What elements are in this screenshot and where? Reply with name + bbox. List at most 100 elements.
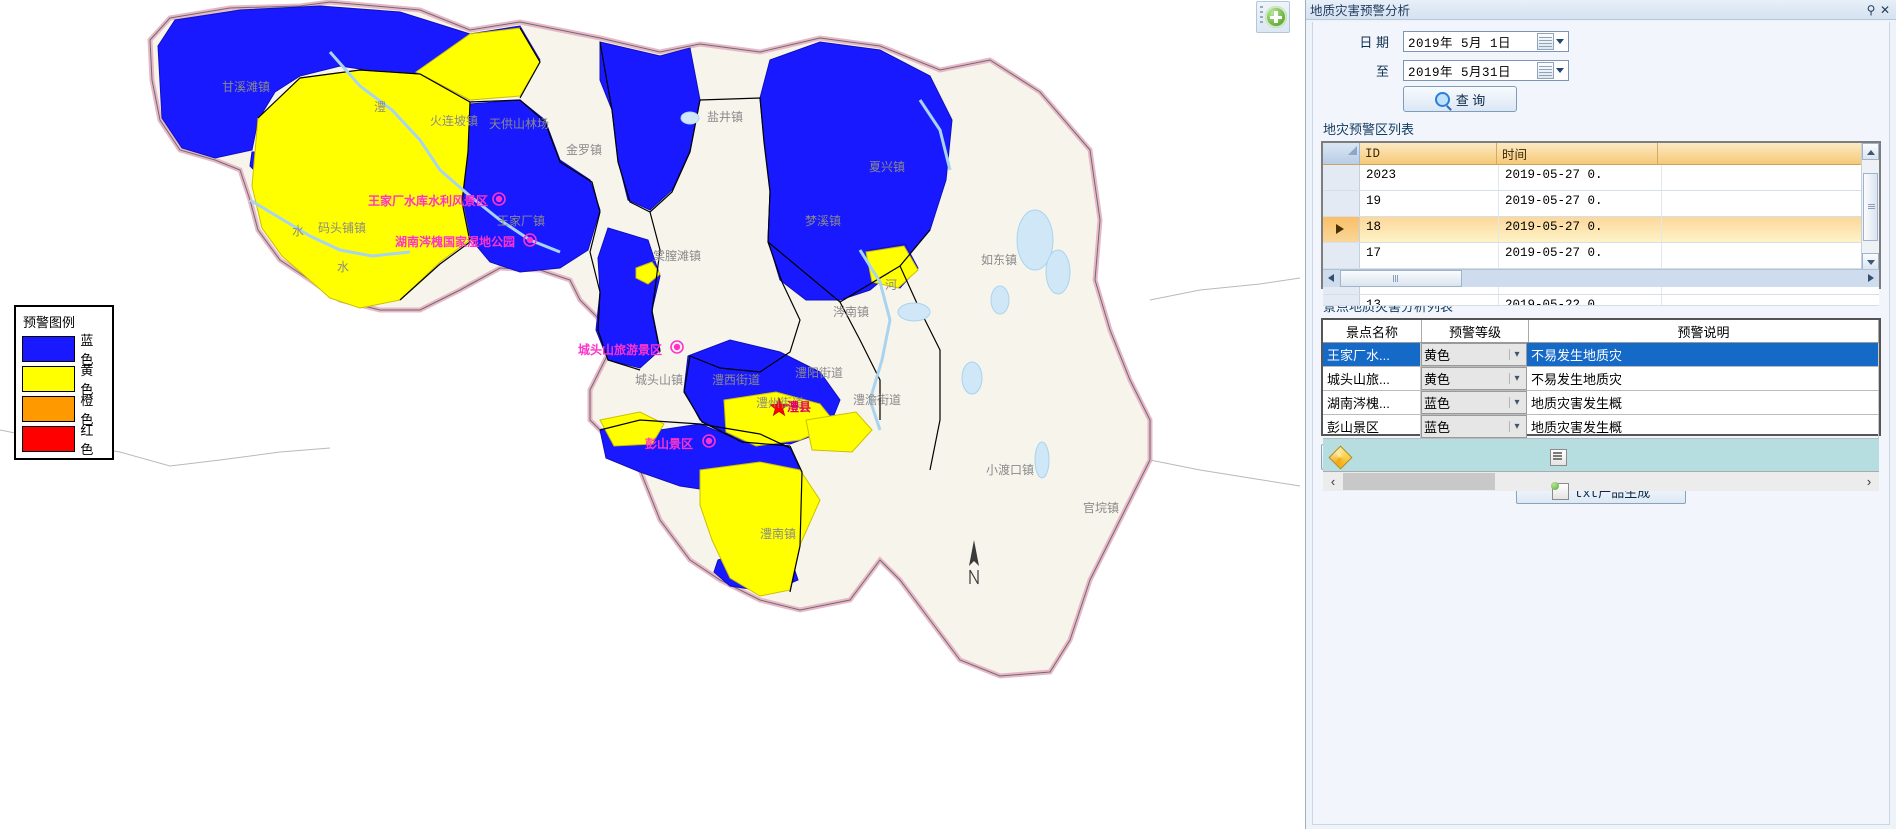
scroll-right-arrow-icon[interactable]: › [1866, 474, 1872, 489]
row-selector[interactable] [1323, 243, 1360, 268]
word-doc-icon [1550, 448, 1567, 466]
cell-warn-level[interactable]: 黄色 ▾ [1421, 343, 1527, 366]
table-row[interactable]: 湖南涔槐... 蓝色 ▾ 地质灾害发生概 [1323, 391, 1879, 415]
scroll-left-arrow-icon[interactable]: ‹ [1330, 474, 1336, 489]
map-town-label: 小渡口镇 [986, 463, 1035, 477]
horizontal-scroll-thumb[interactable] [1343, 473, 1495, 490]
cell-id: 17 [1360, 243, 1499, 268]
horizontal-scrollbar[interactable]: ‹ › [1323, 471, 1879, 491]
horizontal-scroll-thumb[interactable] [1340, 270, 1462, 287]
cell-scenic-name: 彭山景区 [1323, 415, 1421, 438]
scenic-label-pengshan[interactable]: 彭山景区 [645, 437, 694, 451]
legend-row-yellow: 黄色 [22, 363, 106, 397]
vertical-scroll-thumb[interactable] [1863, 173, 1878, 241]
date-to-label: 至 [1375, 63, 1389, 79]
map-canvas[interactable]: 甘溪滩镇 火连坡镇 天供山林场 金罗镇 盐井镇 夏兴镇 梦溪镇 码头铺镇 王家厂… [0, 0, 1305, 829]
map-legend: 预警图例 蓝色 黄色 橙色 红色 [14, 305, 114, 460]
map-town-label: 城头山镇 [635, 373, 684, 387]
cell-warn-desc: 不易发生地质灾 [1527, 343, 1879, 366]
scroll-right-arrow-icon[interactable] [1862, 271, 1879, 286]
table-row-selected[interactable]: 18 2019-05-27 0. [1323, 217, 1879, 243]
cell-id: 18 [1360, 217, 1499, 242]
water-bodies [680, 111, 1071, 479]
table-row[interactable]: 城头山旅... 黄色 ▾ 不易发生地质灾 [1323, 367, 1879, 391]
column-header-scenic-name[interactable]: 景点名称 [1323, 320, 1422, 342]
scroll-up-arrow-icon[interactable] [1862, 143, 1879, 160]
scroll-down-arrow-icon[interactable] [1862, 253, 1879, 270]
row-selector[interactable] [1323, 295, 1360, 305]
cell-time: 2019-05-27 0. [1499, 217, 1662, 242]
pin-icon[interactable]: ⚲ [1866, 2, 1876, 17]
map-town-label: 金罗镇 [566, 143, 603, 157]
row-selector[interactable] [1323, 165, 1360, 190]
chevron-down-icon[interactable]: ▾ [1509, 421, 1524, 432]
panel-header: 地质灾害预警分析 ⚲ ✕ [1306, 0, 1896, 20]
row-selector[interactable] [1323, 217, 1360, 242]
cell-warn-desc: 地质灾害发生概 [1527, 415, 1879, 438]
table-row-selected[interactable]: 王家厂水... 黄色 ▾ 不易发生地质灾 [1323, 343, 1879, 367]
table-row[interactable]: 19 2019-05-27 0. [1323, 191, 1879, 217]
scenic-label-wangjiachang[interactable]: 王家厂水库水利风景区 [368, 194, 489, 208]
scenic-label-chengtoushan[interactable]: 城头山旅游景区 [578, 343, 663, 357]
scenic-analysis-grid[interactable]: 景点名称 预警等级 预警说明 王家厂水... 黄色 ▾ 不易发生地质灾 城头山旅… [1321, 318, 1881, 491]
date-from-picker[interactable]: 2019年 5月 1日 [1403, 30, 1569, 52]
cell-time: 2019-05-27 0. [1499, 191, 1662, 216]
table-row[interactable]: 2023 2019-05-27 0. [1323, 165, 1879, 191]
query-button[interactable]: 查 询 [1403, 86, 1517, 112]
date-label: 日 期 [1359, 34, 1389, 50]
chevron-down-icon[interactable]: ▾ [1509, 349, 1524, 360]
drag-handle-icon[interactable] [1260, 6, 1263, 26]
cell-id: 13 [1360, 295, 1499, 305]
cell-warn-desc: 地质灾害发生概 [1527, 391, 1879, 414]
scenic-grid-header: 景点名称 预警等级 预警说明 [1323, 320, 1879, 343]
warn-level-value: 蓝色 [1424, 420, 1451, 435]
map-town-label: 澧州街道 [756, 396, 805, 410]
map-town-label: 盐井镇 [707, 110, 744, 124]
legend-label-orange: 橙色 [80, 393, 94, 427]
cell-warn-level[interactable]: 蓝色 ▾ [1421, 415, 1527, 438]
map-river-label: 水 [292, 224, 305, 238]
cell-id: 19 [1360, 191, 1499, 216]
table-row[interactable]: 13 2019-05-22 0. [1323, 295, 1879, 306]
column-header-warn-desc[interactable]: 预警说明 [1529, 320, 1879, 342]
panel-body: 日 期 2019年 5月 1日 至 2019年 5月31日 查 询 地灾预警区列… [1312, 22, 1890, 825]
magnifier-icon [1434, 91, 1450, 107]
township-boundaries [257, 27, 941, 593]
cell-warn-level[interactable]: 蓝色 ▾ [1421, 391, 1527, 414]
legend-swatch-yellow [22, 366, 76, 392]
legend-row-blue: 蓝色 [22, 333, 106, 367]
calendar-icon[interactable] [1537, 61, 1554, 79]
chevron-down-icon[interactable] [1556, 38, 1564, 44]
legend-row-orange: 橙色 [22, 393, 106, 427]
date-to-picker[interactable]: 2019年 5月31日 [1403, 59, 1569, 81]
cell-warn-level[interactable]: 黄色 ▾ [1421, 367, 1527, 390]
chevron-down-icon[interactable]: ▾ [1509, 373, 1524, 384]
grid-empty-area [1323, 439, 1879, 471]
column-header-warn-level[interactable]: 预警等级 [1422, 320, 1529, 342]
vertical-scrollbar[interactable] [1861, 143, 1879, 270]
chevron-down-icon[interactable] [1556, 67, 1564, 73]
txt-doc-icon [1550, 481, 1569, 500]
map-toolbar[interactable] [1256, 1, 1290, 33]
scenic-label-cenhuai[interactable]: 湖南涔槐国家湿地公园 [395, 235, 516, 249]
row-selector[interactable] [1323, 191, 1360, 216]
close-icon[interactable]: ✕ [1879, 2, 1891, 17]
chevron-down-icon[interactable]: ▾ [1509, 397, 1524, 408]
panel-title: 地质灾害预警分析 [1310, 4, 1411, 18]
add-layer-icon[interactable] [1265, 6, 1287, 28]
date-from-row: 日 期 2019年 5月 1日 [1321, 28, 1881, 54]
table-row[interactable]: 彭山景区 蓝色 ▾ 地质灾害发生概 [1323, 415, 1879, 439]
legend-title: 预警图例 [23, 315, 76, 330]
column-header-time[interactable]: 时间 [1497, 143, 1658, 164]
calendar-icon[interactable] [1537, 32, 1554, 50]
column-header-id[interactable]: ID [1360, 143, 1497, 164]
date-to-row: 至 2019年 5月31日 [1321, 57, 1881, 83]
date-to-value: 2019年 5月31日 [1408, 65, 1512, 80]
map-town-label: 如东镇 [981, 253, 1018, 267]
table-row[interactable]: 17 2019-05-27 0. [1323, 243, 1879, 269]
legend-swatch-orange [22, 396, 76, 422]
horizontal-scrollbar[interactable] [1323, 269, 1879, 287]
date-from-value: 2019年 5月 1日 [1408, 36, 1512, 51]
warn-zone-grid[interactable]: ID 时间 2023 2019-05-27 0. 19 2019-05-27 0… [1321, 141, 1881, 306]
scroll-left-arrow-icon[interactable] [1323, 271, 1340, 286]
